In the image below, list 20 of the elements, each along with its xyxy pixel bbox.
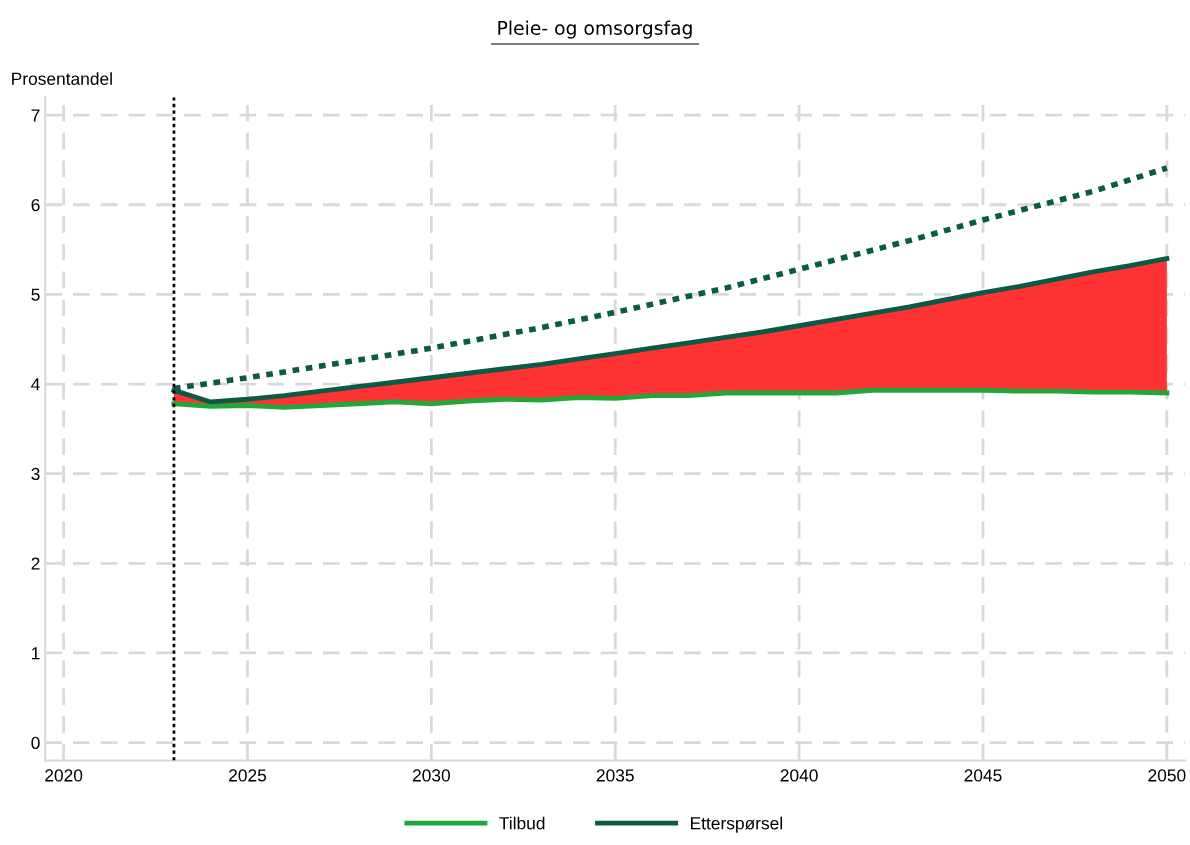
- y-tick-label: 3: [31, 467, 40, 481]
- y-tick-label: 4: [31, 378, 40, 391]
- x-tick-label: 2025: [229, 769, 267, 782]
- y-axis-title: Prosentandel: [12, 72, 112, 85]
- y-tick-label: 6: [31, 198, 40, 212]
- y-tick-label: 0: [31, 736, 40, 750]
- x-tick-label: 2030: [412, 769, 450, 782]
- legend-label: Etterspørsel: [691, 816, 782, 833]
- x-tick-label: 2050: [1148, 769, 1186, 782]
- y-tick-label: 7: [31, 109, 40, 122]
- line-series: [171, 387, 1170, 410]
- chart-title: Pleie- og omsorgsfag: [498, 20, 692, 39]
- legend-label: Tilbud: [499, 816, 545, 830]
- y-tick-label: 2: [31, 557, 40, 570]
- x-tick-label: 2045: [964, 769, 1002, 782]
- y-tick-label: 1: [32, 647, 40, 660]
- x-tick-label: 2040: [780, 769, 818, 782]
- x-tick-label: 2035: [596, 769, 634, 782]
- y-tick-label: 5: [31, 288, 40, 301]
- x-tick-label: 2020: [45, 769, 83, 782]
